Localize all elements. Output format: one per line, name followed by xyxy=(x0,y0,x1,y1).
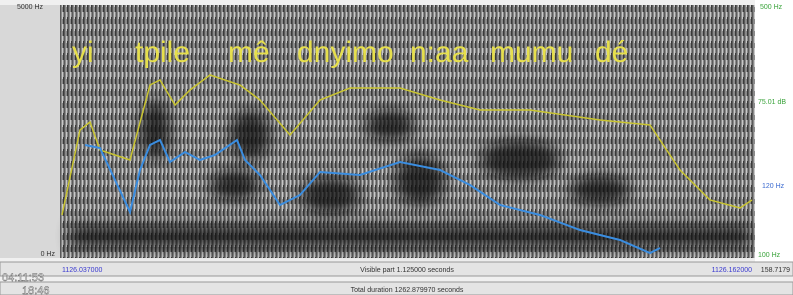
right-panel xyxy=(755,0,793,262)
visible-part: Visible part 1.125000 seconds xyxy=(360,267,454,274)
total-duration: Total duration 1262.879970 seconds xyxy=(351,287,464,294)
pitch-label: 120 Hz xyxy=(762,183,785,190)
right-value: 158.7179 xyxy=(761,267,790,274)
freq-top: 5000 Hz xyxy=(17,4,44,11)
end-time: 1126.162000 xyxy=(712,267,752,274)
word: yi xyxy=(72,36,94,69)
left-margin xyxy=(0,5,60,258)
clock-date: 04:11:53 xyxy=(2,272,44,284)
word: tpile xyxy=(135,36,190,69)
intensity-label: 75.01 dB xyxy=(758,99,786,106)
right-bottom: 100 Hz xyxy=(758,252,781,259)
freq-bottom: 0 Hz xyxy=(41,251,56,258)
clock-time: 18:46 xyxy=(22,285,50,295)
praat-window: yi tpile mê dnyimo n:aa mumudé 5000 Hz 0 Hz 5… xyxy=(0,0,793,295)
right-top: 500 Hz xyxy=(760,4,783,11)
word: dnyimo xyxy=(297,36,394,69)
word: mê xyxy=(228,36,270,69)
word: mumu xyxy=(490,36,573,69)
word: dé xyxy=(595,36,628,69)
start-time: 1126.037000 xyxy=(62,267,102,274)
word: n:aa xyxy=(410,36,469,69)
